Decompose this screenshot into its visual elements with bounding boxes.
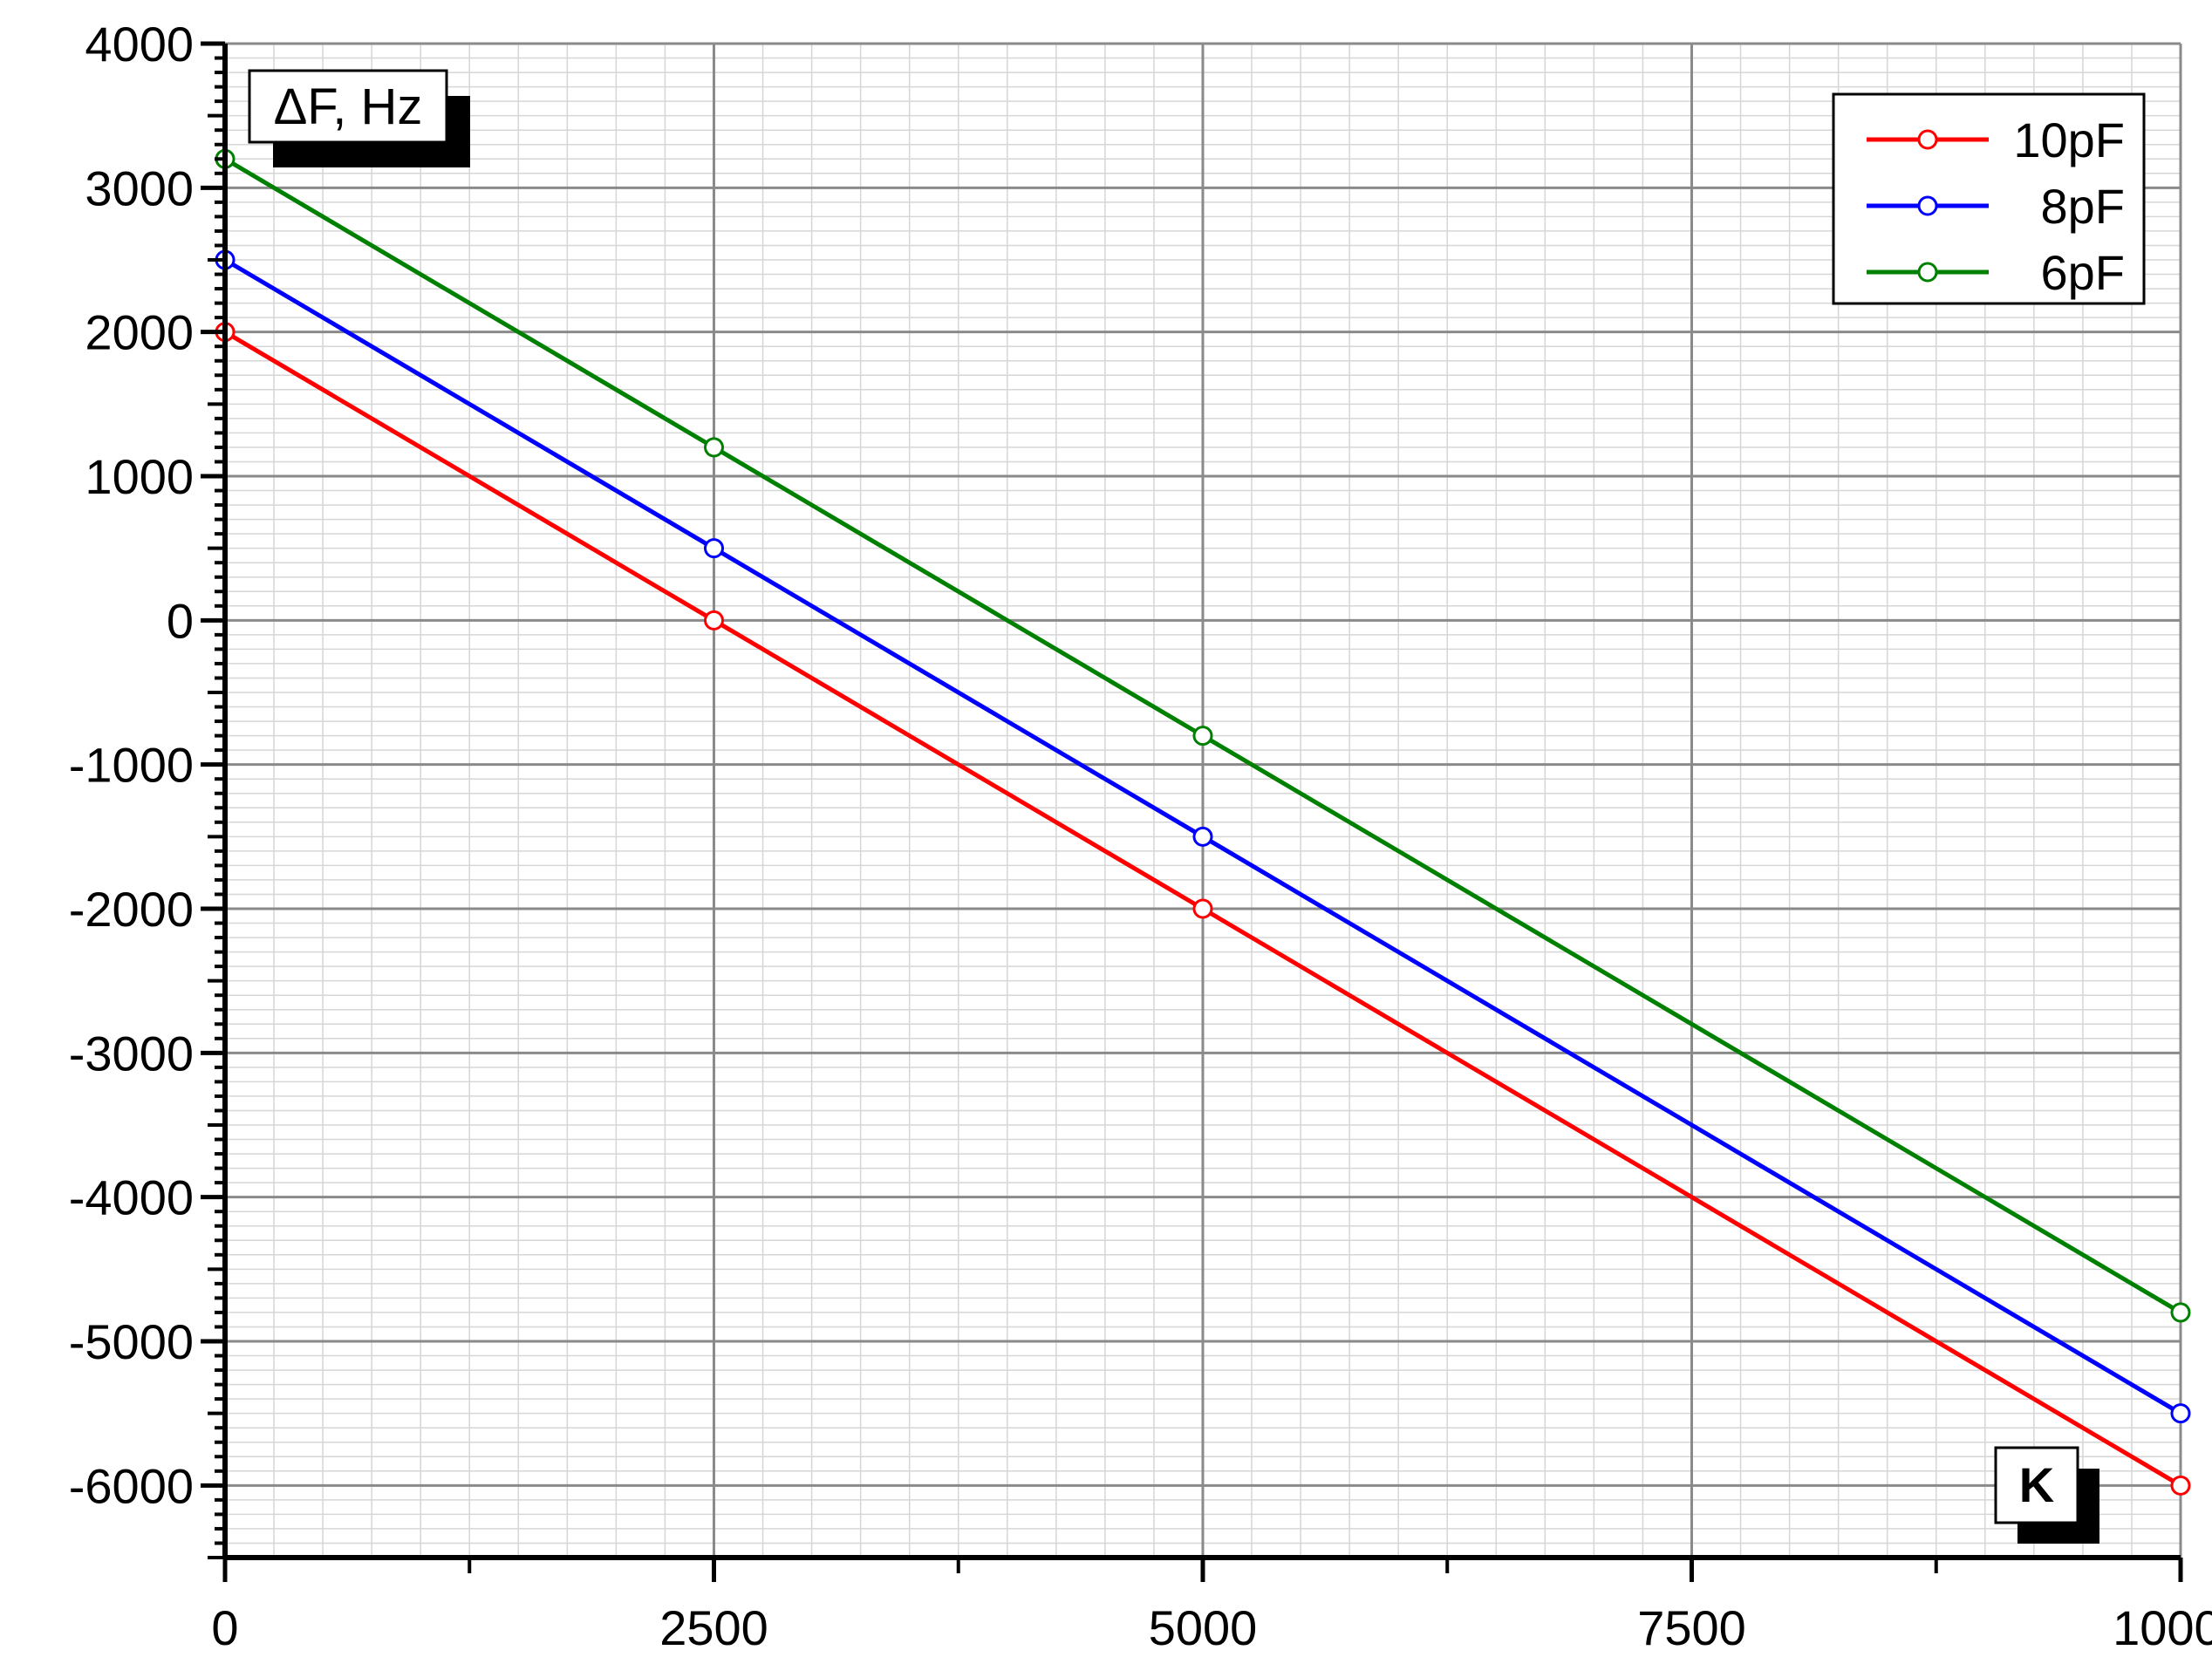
data-point-8pF xyxy=(704,538,724,559)
tick-labels: 40003000200010000-1000-2000-3000-4000-50… xyxy=(69,17,2212,1655)
x-tick-label: 0 xyxy=(211,1600,238,1655)
series-line-10pF xyxy=(223,330,2182,1488)
data-point-8pF xyxy=(2170,1403,2191,1424)
legend-marker-6pF xyxy=(1917,262,1938,283)
y-tick-label: -4000 xyxy=(69,1170,194,1225)
axes xyxy=(201,41,2183,1582)
series-line-8pF xyxy=(223,257,2182,1415)
legend-label-10pF: 10pF xyxy=(2013,113,2125,167)
data-point-10pF xyxy=(704,610,724,631)
y-axis-title: ΔF, Hz xyxy=(274,78,423,135)
x-tick-label: 2500 xyxy=(659,1600,768,1655)
legend-marker-8pF xyxy=(1917,195,1938,216)
data-point-6pF xyxy=(2170,1302,2191,1323)
x-tick-label: 5000 xyxy=(1149,1600,1258,1655)
y-tick-label: 3000 xyxy=(85,160,194,215)
x-axis-title: K xyxy=(2019,1457,2054,1512)
legend-marker-10pF xyxy=(1917,129,1938,150)
y-tick-label: -2000 xyxy=(69,882,194,937)
legend-label-8pF: 8pF xyxy=(2041,179,2126,234)
legend-label-6pF: 6pF xyxy=(2041,245,2126,300)
x-tick-label: 7500 xyxy=(1637,1600,1746,1655)
x-axis-title-box: K xyxy=(1994,1446,2099,1544)
series-layer xyxy=(215,148,2191,1496)
y-tick-label: -1000 xyxy=(69,738,194,793)
data-point-6pF xyxy=(704,437,724,458)
y-tick-label: -5000 xyxy=(69,1314,194,1369)
y-tick-label: 1000 xyxy=(85,449,194,504)
y-tick-label: 4000 xyxy=(85,17,194,72)
y-axis-title-box: ΔF, Hz xyxy=(248,69,470,167)
y-tick-label: -3000 xyxy=(69,1026,194,1081)
data-point-10pF xyxy=(1192,898,1213,919)
y-tick-label: -6000 xyxy=(69,1458,194,1513)
series-line-6pF xyxy=(223,157,2182,1315)
legend-frame xyxy=(1832,92,2146,305)
legend: 10pF 8pF 6pF xyxy=(1832,92,2146,305)
y-tick-label: 2000 xyxy=(85,305,194,360)
y-tick-label: 0 xyxy=(167,593,194,648)
data-point-8pF xyxy=(1192,826,1213,847)
data-point-6pF xyxy=(1192,726,1213,747)
data-point-10pF xyxy=(2170,1475,2191,1496)
